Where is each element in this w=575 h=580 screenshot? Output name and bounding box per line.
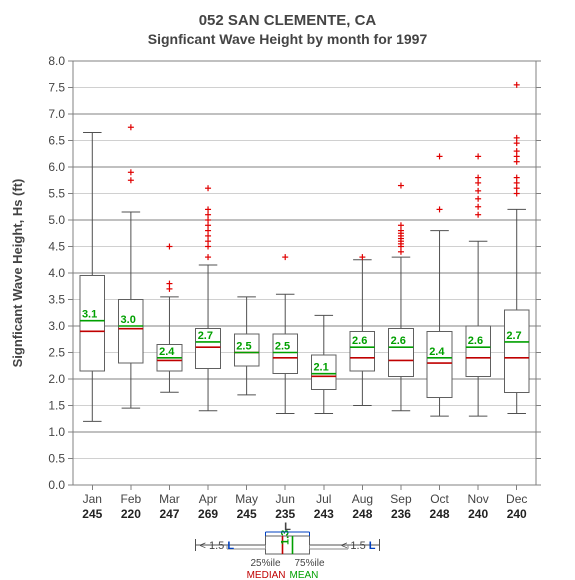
svg-text:245: 245 (82, 507, 102, 521)
svg-text:< 1.5 L: < 1.5 L (200, 540, 235, 552)
chart-title-1: 052 SAN CLEMENTE, CA (199, 12, 377, 29)
svg-text:7.0: 7.0 (48, 107, 65, 121)
svg-text:Jun: Jun (276, 492, 295, 506)
svg-text:4.5: 4.5 (48, 240, 65, 254)
svg-text:240: 240 (468, 507, 488, 521)
svg-text:7.5: 7.5 (48, 81, 65, 95)
svg-text:240: 240 (507, 507, 527, 521)
svg-text:75%ile: 75%ile (294, 558, 324, 569)
svg-text:2.6: 2.6 (391, 335, 406, 347)
svg-text:Feb: Feb (121, 492, 142, 506)
chart-title-2: Signficant Wave Height by month for 1997 (148, 31, 428, 47)
svg-text:2.7: 2.7 (198, 330, 213, 342)
svg-text:Apr: Apr (199, 492, 218, 506)
svg-text:269: 269 (198, 507, 218, 521)
svg-text:4.0: 4.0 (48, 266, 65, 280)
svg-text:247: 247 (159, 507, 179, 521)
svg-text:3.0: 3.0 (48, 319, 65, 333)
svg-text:2.5: 2.5 (48, 346, 65, 360)
svg-text:8.0: 8.0 (48, 54, 65, 68)
svg-text:Jan: Jan (83, 492, 102, 506)
svg-text:25%ile: 25%ile (250, 558, 280, 569)
svg-text:0.5: 0.5 (48, 452, 65, 466)
svg-text:Nov: Nov (467, 492, 488, 506)
svg-text:0.0: 0.0 (48, 478, 65, 492)
svg-text:2.7: 2.7 (506, 330, 521, 342)
y-axis-label: Signficant Wave Height, Hs (ft) (10, 179, 25, 368)
legend-diagram: 1.3L< 1.5 L< 1.5 L25%ile75%ileMEDIANMEAN (196, 521, 380, 580)
svg-text:2.6: 2.6 (352, 335, 367, 347)
svg-text:Sep: Sep (390, 492, 412, 506)
svg-text:243: 243 (314, 507, 334, 521)
svg-text:5.0: 5.0 (48, 213, 65, 227)
svg-text:235: 235 (275, 507, 295, 521)
svg-text:Jul: Jul (316, 492, 331, 506)
svg-text:2.0: 2.0 (48, 372, 65, 386)
svg-text:245: 245 (237, 507, 257, 521)
svg-text:MEAN: MEAN (290, 570, 319, 580)
svg-text:5.5: 5.5 (48, 187, 65, 201)
svg-text:6.0: 6.0 (48, 160, 65, 174)
svg-text:Dec: Dec (506, 492, 527, 506)
svg-text:2.5: 2.5 (275, 341, 290, 353)
svg-text:220: 220 (121, 507, 141, 521)
svg-text:< 1.5 L: < 1.5 L (341, 540, 376, 552)
svg-text:248: 248 (352, 507, 372, 521)
svg-text:Oct: Oct (430, 492, 449, 506)
svg-text:248: 248 (430, 507, 450, 521)
svg-text:3.5: 3.5 (48, 293, 65, 307)
svg-text:236: 236 (391, 507, 411, 521)
svg-text:1.5: 1.5 (48, 399, 65, 413)
svg-text:2.1: 2.1 (313, 362, 328, 374)
boxplot-chart: 052 SAN CLEMENTE, CA Signficant Wave Heig… (0, 0, 575, 580)
svg-text:1.0: 1.0 (48, 425, 65, 439)
svg-text:2.6: 2.6 (468, 335, 483, 347)
svg-text:Mar: Mar (159, 492, 180, 506)
svg-text:2.5: 2.5 (236, 341, 251, 353)
svg-text:MEDIAN: MEDIAN (247, 570, 286, 580)
svg-text:6.5: 6.5 (48, 134, 65, 148)
svg-text:May: May (235, 492, 258, 506)
svg-text:3.1: 3.1 (82, 309, 97, 321)
svg-text:3.0: 3.0 (121, 314, 136, 326)
svg-text:Aug: Aug (352, 492, 373, 506)
svg-text:2.4: 2.4 (429, 346, 445, 358)
svg-text:L: L (284, 521, 291, 533)
svg-text:2.4: 2.4 (159, 346, 175, 358)
